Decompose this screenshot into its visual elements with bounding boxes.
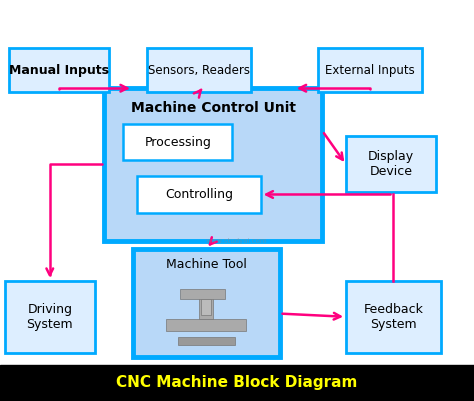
Text: External Inputs: External Inputs [325, 64, 415, 77]
Text: CNC Machine Block Diagram: CNC Machine Block Diagram [116, 375, 358, 391]
Text: Display
Device: Display Device [368, 150, 414, 178]
FancyBboxPatch shape [201, 299, 211, 315]
Text: Machine Control Unit: Machine Control Unit [131, 101, 296, 115]
Text: Machine Tool: Machine Tool [166, 258, 246, 271]
FancyBboxPatch shape [346, 281, 441, 353]
Text: Feedback
System: Feedback System [364, 303, 423, 331]
FancyBboxPatch shape [9, 48, 109, 92]
FancyBboxPatch shape [199, 297, 213, 319]
FancyBboxPatch shape [318, 48, 422, 92]
FancyBboxPatch shape [166, 319, 246, 331]
FancyBboxPatch shape [104, 88, 322, 241]
Text: Controlling: Controlling [165, 188, 233, 201]
Text: Driving
System: Driving System [27, 303, 73, 331]
Text: Sensors, Readers: Sensors, Readers [148, 64, 250, 77]
FancyBboxPatch shape [137, 176, 261, 213]
Text: Processing: Processing [144, 136, 211, 149]
FancyBboxPatch shape [0, 365, 474, 401]
FancyBboxPatch shape [133, 249, 280, 357]
FancyBboxPatch shape [180, 289, 225, 299]
Text: Manual Inputs: Manual Inputs [9, 64, 109, 77]
FancyBboxPatch shape [123, 124, 232, 160]
FancyBboxPatch shape [5, 281, 95, 353]
FancyBboxPatch shape [346, 136, 436, 192]
FancyBboxPatch shape [178, 337, 235, 345]
Text: www.studyai.com: www.studyai.com [206, 238, 268, 243]
FancyBboxPatch shape [147, 48, 251, 92]
